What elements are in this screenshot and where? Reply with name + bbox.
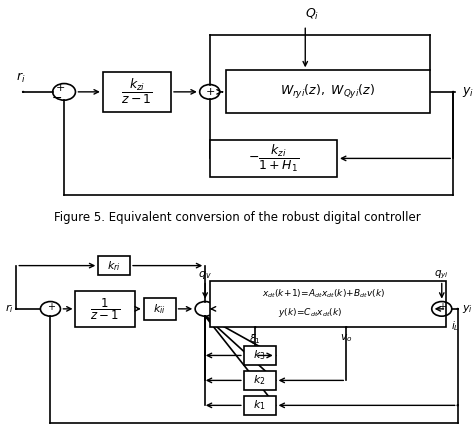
- Bar: [144, 298, 175, 320]
- Text: $q_{yi}$: $q_{yi}$: [434, 268, 449, 281]
- Text: $y(k)\!=\!C_{dt}x_{dt}(k)$: $y(k)\!=\!C_{dt}x_{dt}(k)$: [278, 306, 342, 319]
- Text: $x_{dt}(k\!+\!1)\!=\!A_{dt}x_{dt}(k)\!+\!B_{dt}v(k)$: $x_{dt}(k\!+\!1)\!=\!A_{dt}x_{dt}(k)\!+\…: [262, 288, 385, 300]
- Circle shape: [457, 405, 458, 406]
- Text: $\xi_1$: $\xi_1$: [249, 332, 261, 346]
- Bar: [75, 291, 135, 327]
- Text: $y_i$: $y_i$: [462, 85, 474, 99]
- Text: +: +: [56, 83, 65, 93]
- Text: $v$: $v$: [220, 313, 228, 323]
- Text: $i_L$: $i_L$: [451, 319, 460, 332]
- Text: $r_i$: $r_i$: [16, 71, 26, 85]
- Text: +: +: [205, 86, 215, 96]
- Bar: [210, 281, 447, 327]
- Text: $k_{ii}$: $k_{ii}$: [153, 302, 166, 316]
- Bar: [244, 346, 276, 365]
- Text: $k_{ri}$: $k_{ri}$: [107, 259, 121, 273]
- Text: $k_3$: $k_3$: [254, 349, 266, 362]
- Text: +: +: [47, 302, 55, 312]
- Circle shape: [346, 327, 347, 328]
- Circle shape: [255, 327, 256, 328]
- Bar: [244, 371, 276, 390]
- Bar: [244, 396, 276, 414]
- Text: $W_{ryi}(z),\ W_{Qyi}(z)$: $W_{ryi}(z),\ W_{Qyi}(z)$: [281, 83, 375, 101]
- Text: $q_v$: $q_v$: [198, 269, 212, 281]
- Text: +: +: [438, 302, 446, 312]
- Text: $\dfrac{k_{zi}}{z-1}$: $\dfrac{k_{zi}}{z-1}$: [121, 77, 153, 106]
- Text: Figure 5. Equivalent conversion of the robust digital controller: Figure 5. Equivalent conversion of the r…: [54, 210, 420, 224]
- Text: $y_i$: $y_i$: [462, 303, 473, 315]
- Text: $\dfrac{1}{z-1}$: $\dfrac{1}{z-1}$: [90, 296, 120, 322]
- Bar: [98, 256, 130, 275]
- Bar: [103, 72, 171, 112]
- Text: $k_2$: $k_2$: [254, 374, 266, 387]
- Text: $r_i$: $r_i$: [5, 302, 14, 315]
- Bar: [210, 140, 337, 177]
- Text: $v_o$: $v_o$: [340, 332, 352, 344]
- Text: $k_1$: $k_1$: [254, 398, 266, 412]
- Bar: [226, 70, 430, 113]
- Text: $Q_i$: $Q_i$: [305, 7, 319, 22]
- Text: $-\dfrac{k_{zi}}{1+H_1}$: $-\dfrac{k_{zi}}{1+H_1}$: [248, 143, 299, 174]
- Text: $-$: $-$: [51, 91, 63, 104]
